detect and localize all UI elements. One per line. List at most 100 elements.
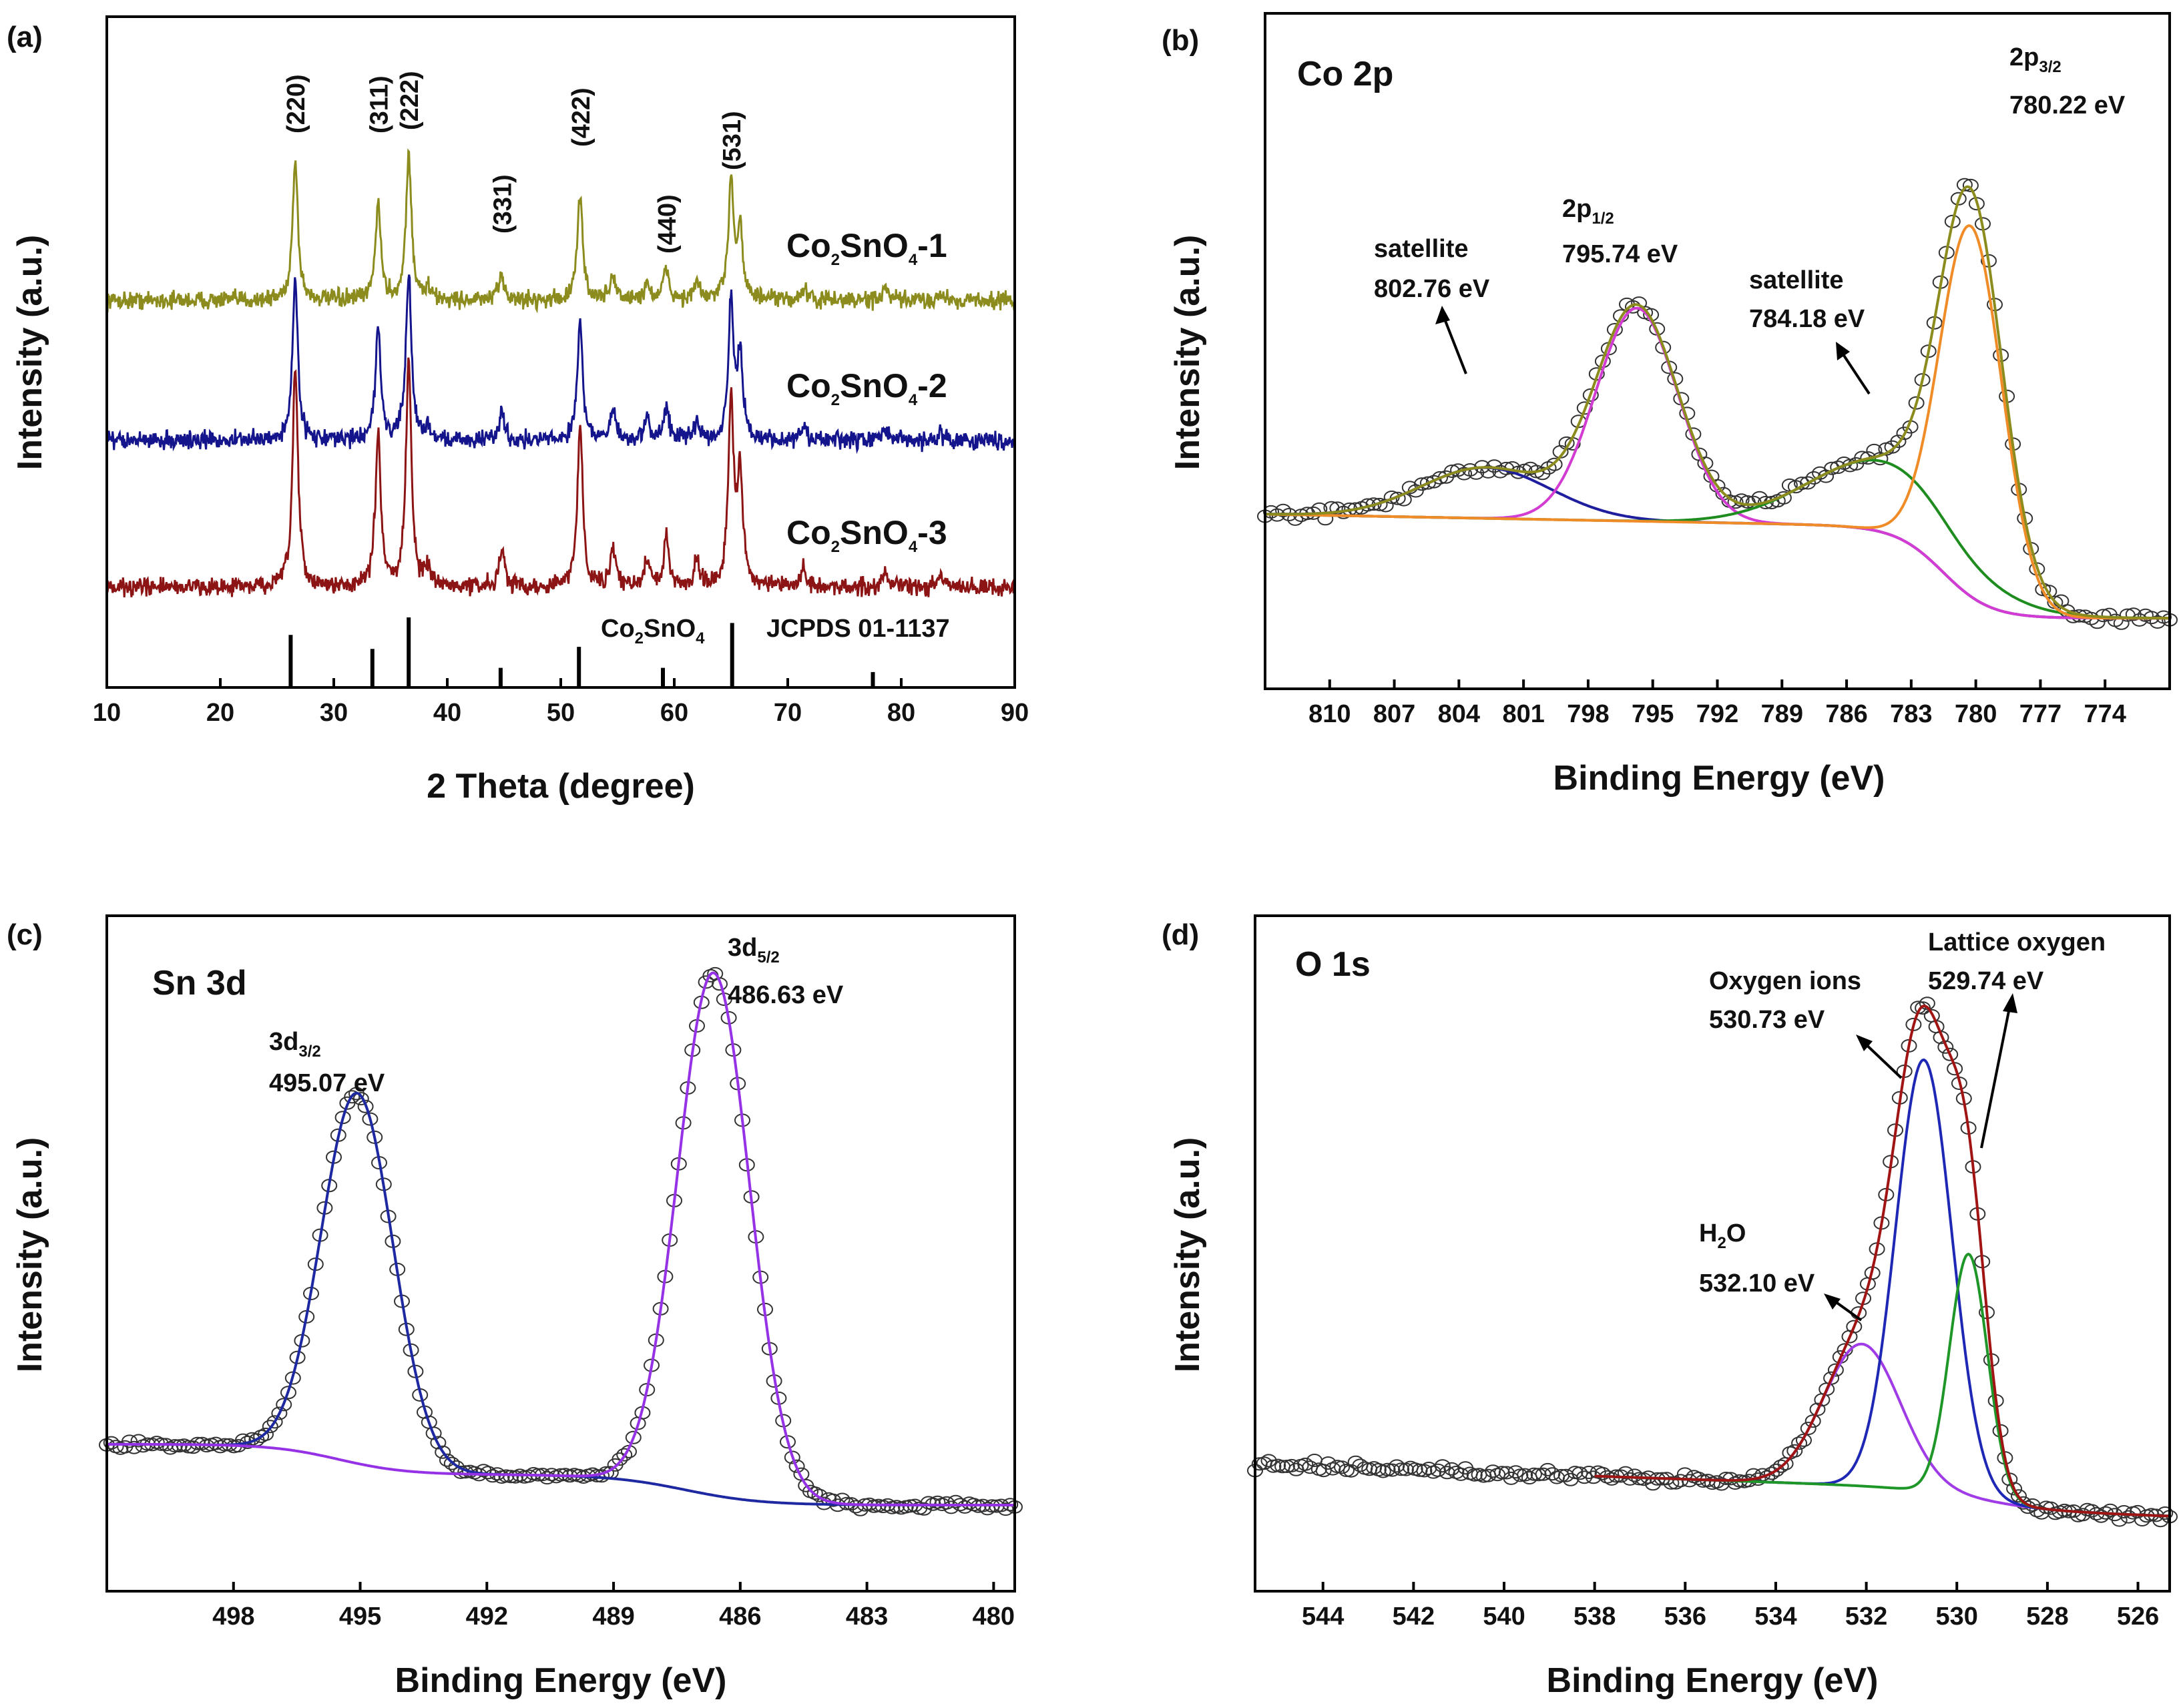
xps-data-point xyxy=(1456,467,1473,481)
x-tick-label: 528 xyxy=(2026,1603,2068,1631)
xps-data-point xyxy=(1937,1040,1954,1054)
panel-d-x-ticks: 544 542 540 538 536 534 532 530 528 526 xyxy=(1302,1582,2159,1631)
xps-data-point xyxy=(1517,1468,1533,1482)
xps-data-point xyxy=(1507,1465,1524,1479)
panel-a-patterns xyxy=(105,148,1016,597)
annotation-3d52-energy: 486.63 eV xyxy=(728,981,844,1009)
peak-hkl-label: (220) xyxy=(282,74,310,133)
xps-data-point xyxy=(1804,1414,1821,1428)
xps-data-point xyxy=(1830,461,1847,475)
xps-data-point xyxy=(997,1502,1014,1516)
xps-data-point xyxy=(1432,471,1448,485)
xps-data-point xyxy=(357,1099,374,1113)
annotation-satellite-2-energy: 784.18 eV xyxy=(1749,305,1865,333)
xps-data-point xyxy=(788,1459,805,1473)
panel-a-reference-sticks xyxy=(288,617,875,687)
x-tick-label: 50 xyxy=(547,699,575,727)
peak-hkl-label: (531) xyxy=(718,111,746,170)
x-tick-label: 780 xyxy=(1955,700,1997,728)
panel-a: (a) 10 20 30 40 50 60 70 80 90 (220) (311) (222) (3… xyxy=(7,15,1029,806)
xps-data-point xyxy=(425,1426,442,1440)
panel-a-x-axis-label: 2 Theta (degree) xyxy=(427,767,695,806)
xps-data-point xyxy=(1806,471,1822,485)
xps-data-point xyxy=(1800,1422,1816,1436)
xps-data-point xyxy=(2102,1503,2118,1517)
xps-data-point xyxy=(1576,1470,1593,1484)
annotation-3d32-energy: 495.07 eV xyxy=(269,1069,385,1097)
panel-c-frame xyxy=(105,914,1016,1593)
arrowhead-oxygen-ions xyxy=(1856,1035,1873,1051)
xps-data-point xyxy=(1576,401,1593,415)
x-tick-label: 786 xyxy=(1825,700,1867,728)
x-tick-label: 534 xyxy=(1754,1603,1796,1631)
panel-c-y-axis-label: Intensity (a.u.) xyxy=(11,1137,49,1372)
panel-a-y-axis-label: Intensity (a.u.) xyxy=(11,235,49,470)
panel-c-title: Sn 3d xyxy=(152,964,247,1003)
panel-b-label: (b) xyxy=(1162,24,1199,57)
xps-data-point xyxy=(1453,1467,1469,1481)
arrowhead-h2o xyxy=(1824,1294,1841,1310)
x-tick-label: 807 xyxy=(1373,700,1415,728)
x-tick-label: 777 xyxy=(2019,700,2062,728)
xps-data-point xyxy=(1956,178,1973,192)
xps-data-point xyxy=(439,1453,455,1467)
annotation-2p32-name: 2p3/2 xyxy=(2009,43,2062,76)
panel-c: (c) 498 495 492 489 486 483 480 Sn 3d 3d3/2 49… xyxy=(7,914,1023,1700)
x-tick-label: 544 xyxy=(1302,1603,1344,1631)
annotation-arrow-satellite-1 xyxy=(1441,312,1467,374)
panel-b: (b) 810 807 804 801 798 795 792 789 786 783 780 777… xyxy=(1162,12,2178,798)
x-tick-label: 789 xyxy=(1761,700,1803,728)
xps-data-point xyxy=(1962,178,1979,192)
series-label-3: Co2SnO4-3 xyxy=(786,514,947,556)
peak-hkl-label: (222) xyxy=(396,71,424,130)
x-tick-label: 810 xyxy=(1308,700,1351,728)
xps-data-point xyxy=(1908,396,1925,410)
xps-data-point xyxy=(1430,1463,1446,1477)
xps-data-point xyxy=(1530,1468,1547,1482)
peak-hkl-label: (422) xyxy=(567,87,595,147)
annotation-arrow-lattice-oxygen xyxy=(1980,1001,2012,1149)
x-tick-label: 798 xyxy=(1567,700,1609,728)
x-tick-label: 783 xyxy=(1890,700,1932,728)
panel-b-spectrum xyxy=(1257,178,2178,630)
arrowhead-satellite-2 xyxy=(1836,342,1850,360)
xps-data-point xyxy=(1544,1467,1561,1481)
panel-c-x-axis-label: Binding Energy (eV) xyxy=(395,1661,727,1700)
annotation-arrow-oxygen-ions xyxy=(1861,1040,1903,1079)
xps-data-point xyxy=(2131,613,2148,627)
x-tick-label: 486 xyxy=(719,1603,761,1631)
annotation-satellite-1-name: satellite xyxy=(1374,235,1469,263)
fit-envelope-curve xyxy=(1594,1005,2170,1518)
xps-data-point xyxy=(258,1428,274,1441)
annotation-2p32-energy: 780.22 eV xyxy=(2009,91,2126,119)
xps-data-point xyxy=(612,1452,628,1466)
arrowhead-satellite-1 xyxy=(1435,306,1450,324)
xps-data-point xyxy=(1539,1462,1556,1476)
xps-data-point xyxy=(780,1435,796,1449)
peak-hkl-label: (440) xyxy=(654,194,682,254)
xrd-series-line xyxy=(105,357,1015,597)
annotation-3d32-name: 3d3/2 xyxy=(269,1028,321,1061)
xps-data-point xyxy=(1297,1457,1314,1471)
x-tick-label: 532 xyxy=(1845,1603,1887,1631)
xps-data-point xyxy=(1915,1001,1931,1015)
xps-data-point xyxy=(1315,1464,1332,1478)
xps-data-point xyxy=(1275,503,1292,517)
xps-data-point xyxy=(1791,1436,1808,1450)
series-label-2: Co2SnO4-2 xyxy=(786,367,947,409)
x-tick-label: 495 xyxy=(339,1603,381,1631)
xps-data-point xyxy=(1809,1402,1826,1416)
panel-a-peak-labels: (220) (311) (222) (331) (422) (440) (531) xyxy=(282,71,746,254)
panel-a-x-ticks: 10 20 30 40 50 60 70 80 90 xyxy=(93,678,1029,727)
xps-data-point xyxy=(1283,1458,1300,1472)
panel-c-label: (c) xyxy=(7,918,43,951)
x-tick-label: 542 xyxy=(1393,1603,1435,1631)
x-tick-label: 480 xyxy=(973,1603,1015,1631)
xps-data-point xyxy=(1772,1459,1789,1473)
panel-b-x-ticks: 810 807 804 801 798 795 792 789 786 783 780 777 774 xyxy=(1308,679,2126,728)
xps-data-point xyxy=(784,1450,800,1464)
x-tick-label: 483 xyxy=(846,1603,888,1631)
xps-data-point xyxy=(1800,476,1816,490)
